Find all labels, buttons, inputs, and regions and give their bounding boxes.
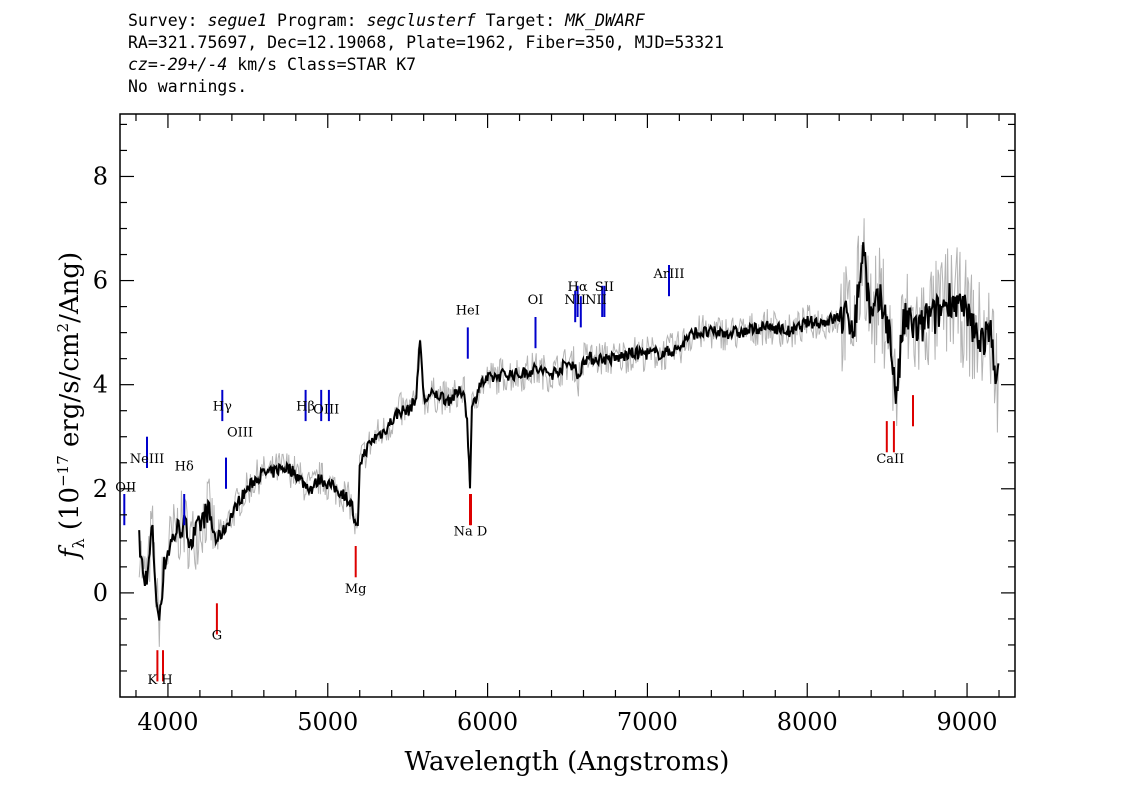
cz-label: cz= [128, 55, 158, 74]
spectrum-header: Survey: segue1 Program: segclusterf Targ… [128, 10, 724, 98]
x-tick-label: 4000 [137, 708, 198, 736]
survey-label: Survey: [128, 11, 198, 30]
target-value: MK_DWARF [565, 11, 645, 30]
emission-line-label: NeIII [130, 452, 164, 467]
coordinates-line: RA=321.75697, Dec=12.19068, Plate=1962, … [128, 33, 725, 52]
emission-line-label: NII [564, 293, 586, 308]
emission-line-label: Hγ [213, 400, 232, 415]
x-tick-label: 5000 [297, 708, 358, 736]
emission-line-label: OII [115, 480, 136, 495]
absorption-line-label: G [212, 629, 222, 644]
target-label: Target: [485, 11, 556, 30]
program-label: Program: [277, 11, 357, 30]
cz-unit-class: km/s Class=STAR K7 [237, 55, 417, 74]
redshift-line: cz=-29+/-4 km/s Class=STAR K7 [128, 54, 724, 76]
y-tick-label: 6 [93, 267, 108, 295]
absorption-line-label: Mg [345, 582, 367, 597]
x-tick-label: 7000 [617, 708, 678, 736]
survey-value: segue1 [207, 11, 268, 30]
emission-line-label: Hβ [296, 400, 315, 415]
absorption-line-label: CaII [876, 452, 904, 467]
warnings-line: No warnings. [128, 77, 248, 96]
y-tick-label: 8 [93, 162, 108, 190]
emission-line-label: ArIII [652, 267, 684, 282]
program-value: segclusterf [366, 11, 476, 30]
emission-line-label: Hα [568, 280, 588, 295]
y-axis-label-group: fλ (10−17 erg/s/cm2/Ang) [54, 252, 88, 560]
y-axis-label: fλ (10−17 erg/s/cm2/Ang) [54, 252, 88, 560]
x-tick-label: 6000 [457, 708, 518, 736]
x-tick-label: 8000 [777, 708, 838, 736]
plot-frame [119, 113, 1016, 698]
emission-line-label: NII [585, 293, 607, 308]
absorption-line-label: K H [148, 673, 173, 688]
x-axis-label: Wavelength (Angstroms) [405, 747, 730, 777]
survey-line: Survey: segue1 Program: segclusterf Targ… [128, 10, 724, 32]
axis-ticks: 4000 5000 6000 7000 8000 9000 0 2 4 6 8 [93, 114, 1015, 736]
emission-line-label: OIII [313, 402, 339, 417]
emission-line-label: SII [595, 280, 614, 295]
emission-line-label: HeI [456, 303, 480, 318]
y-tick-label: 4 [93, 371, 108, 399]
emission-line-label: Hδ [175, 460, 194, 475]
y-tick-label: 0 [93, 579, 108, 607]
emission-line-label: OI [528, 293, 544, 308]
cz-value: -29+/-4 [157, 55, 228, 74]
smoothed-flux-series [138, 242, 1000, 621]
smoothed-flux-layer [138, 242, 1000, 621]
absorption-line-label: Na D [454, 525, 488, 540]
y-tick-label: 2 [93, 475, 108, 503]
x-tick-label: 9000 [937, 708, 998, 736]
emission-line-label: OIII [227, 426, 253, 441]
